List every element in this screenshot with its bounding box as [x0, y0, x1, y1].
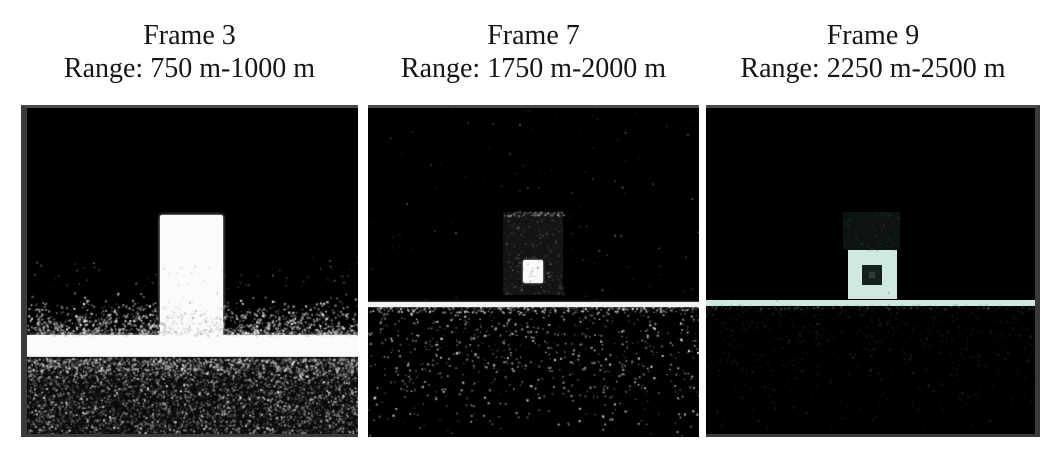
gated-image-frame-9 [706, 105, 1040, 437]
panel-caption-frame-7: Frame 7 Range: 1750 m-2000 m [368, 0, 699, 105]
gated-image-frame-3 [21, 105, 358, 437]
panel-range-label: Range: 750 m-1000 m [63, 53, 316, 84]
panel-range-label: Range: 2250 m-2500 m [740, 53, 1006, 84]
panel-range-label: Range: 1750 m-2000 m [400, 53, 667, 84]
speckle-noise-layer [27, 108, 358, 434]
speckle-noise-layer [368, 108, 699, 437]
figure-panel-frame-3: Frame 3 Range: 750 m-1000 m [21, 0, 358, 437]
speckle-noise-layer [706, 108, 1035, 434]
figure-panel-frame-9: Frame 9 Range: 2250 m-2500 m [706, 0, 1040, 437]
panel-title: Frame 7 [487, 20, 580, 51]
panel-caption-frame-3: Frame 3 Range: 750 m-1000 m [21, 0, 358, 105]
panel-row: Frame 3 Range: 750 m-1000 m Frame 7 Rang… [21, 0, 1040, 437]
panel-title: Frame 3 [143, 20, 236, 51]
panel-title: Frame 9 [826, 20, 920, 51]
gated-image-frame-7 [368, 105, 699, 437]
figure-panel-frame-7: Frame 7 Range: 1750 m-2000 m [368, 0, 699, 437]
panel-caption-frame-9: Frame 9 Range: 2250 m-2500 m [706, 0, 1040, 105]
